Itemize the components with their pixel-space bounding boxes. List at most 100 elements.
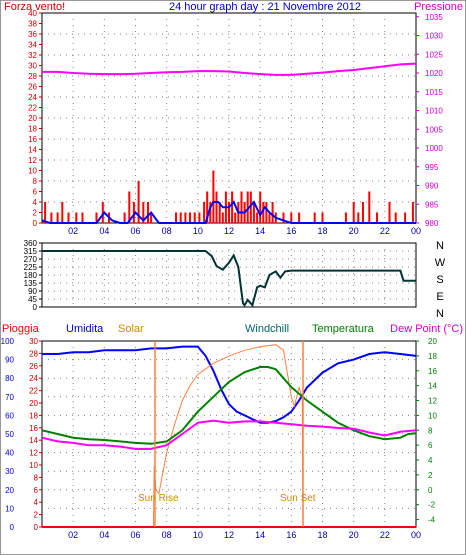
humidity-tick-label: 20 — [5, 486, 14, 495]
wind-left-tick-label: 18 — [28, 125, 37, 134]
compass-label: N — [436, 308, 444, 320]
humidity-tick-label: 30 — [5, 467, 14, 476]
wind-right-tick-label: 1025 — [425, 50, 443, 59]
x-tick-label: 10 — [193, 530, 203, 540]
weather-right-ticks: -4 -2 0 2 4 6 8 10 12 14 16 18 20 — [416, 337, 437, 525]
wind-gust-bar — [313, 212, 316, 223]
x-tick-label: 00 — [411, 226, 421, 236]
wind-gust-bar — [193, 212, 196, 223]
wind-right-tick-label: 1035 — [425, 13, 443, 22]
wind-left-tick-label: 4 — [33, 198, 38, 207]
wind-gust-bar — [212, 170, 215, 223]
wind-gust-bar — [268, 212, 271, 223]
series-line-temp — [41, 366, 417, 445]
wind-lines — [41, 62, 417, 224]
wind-gust-bar — [252, 202, 255, 223]
wind-left-tick-label: 22 — [28, 104, 37, 113]
legend-dewpoint: Dew Point (°C) — [390, 323, 463, 335]
wind-left-tick-label: 32 — [28, 51, 37, 60]
rain-tick-label: 30 — [29, 337, 38, 346]
temp-tick-label: 4 — [428, 456, 433, 465]
direction-lines — [42, 250, 416, 308]
wind-gust-bar — [357, 212, 360, 223]
wind-right-tick-label: 1015 — [425, 88, 443, 97]
humidity-tick-label: 10 — [5, 504, 14, 513]
wind-gust-bar — [95, 212, 98, 223]
temp-tick-label: 20 — [428, 337, 437, 346]
wind-right-tick-label: 1020 — [425, 69, 443, 78]
wind-left-tick-label: 24 — [28, 93, 37, 102]
humidity-tick-label: 60 — [5, 411, 14, 420]
x-tick-label: 10 — [193, 226, 203, 236]
wind-gust-bar — [128, 191, 131, 223]
wind-right-tick-label: 1010 — [425, 107, 443, 116]
wind-left-tick-label: 14 — [28, 146, 37, 155]
wind-gust-bar — [61, 202, 64, 223]
rain-tick-label: 6 — [34, 486, 39, 495]
rain-tick-label: 16 — [29, 424, 38, 433]
x-tick-label: 14 — [255, 530, 265, 540]
wind-gust-bar — [388, 202, 391, 223]
wind-gust-bar — [75, 212, 78, 223]
pressure-line — [42, 62, 417, 76]
x-tick-label: 22 — [380, 530, 390, 540]
series-line-solar — [152, 344, 304, 528]
wind-gust-bar — [228, 202, 230, 223]
rain-tick-label: 0 — [34, 523, 39, 532]
wind-left-tick-label: 30 — [28, 62, 37, 71]
rain-tick-label: 28 — [29, 349, 38, 358]
legend-solar: Solar — [118, 323, 144, 335]
x-tick-label: 04 — [99, 226, 109, 236]
temp-tick-label: 2 — [428, 471, 433, 480]
wind-left-tick-label: 26 — [28, 83, 37, 92]
wind-gust-bar — [50, 212, 53, 223]
wind-gust-bar — [203, 202, 206, 223]
x-tick-label: 20 — [349, 226, 359, 236]
temp-tick-label: 14 — [428, 382, 437, 391]
temp-tick-label: 18 — [428, 352, 437, 361]
temp-tick-label: 6 — [428, 441, 433, 450]
series-line-humidity — [42, 345, 417, 424]
legend-pioggia: Pioggia — [2, 323, 40, 335]
humidity-tick-label: 80 — [5, 374, 14, 383]
sunrise-label: Sun Rise — [138, 493, 179, 504]
x-tick-label: 02 — [68, 226, 78, 236]
wind-gust-bar — [411, 202, 414, 223]
direction-tick-label: 135 — [24, 279, 38, 288]
legend-windchill: Windchill — [245, 323, 289, 335]
direction-tick-label: 0 — [33, 303, 38, 312]
wind-left-tick-label: 36 — [28, 30, 37, 39]
temp-tick-label: 10 — [428, 411, 437, 420]
humidity-tick-label: 0 — [10, 523, 15, 532]
wind-right-tick-label: 1000 — [425, 144, 443, 153]
wind-left-tick-label: 38 — [28, 20, 37, 29]
wind-right-tick-label: 980 — [425, 219, 439, 228]
wind-left-tick-label: 2 — [33, 209, 38, 218]
wind-gust-bar — [246, 191, 249, 223]
wind-gust-bar — [240, 191, 243, 223]
rain-tick-label: 10 — [29, 461, 38, 470]
humidity-tick-label: 100 — [1, 337, 15, 346]
wind-gust-bar — [290, 212, 293, 223]
sunset-label: Sun Set — [280, 493, 316, 504]
direction-tick-label: 315 — [24, 247, 38, 256]
wind-left-tick-label: 40 — [28, 9, 37, 18]
x-tick-label: 14 — [255, 226, 265, 236]
wind-gust-bar — [249, 191, 252, 223]
x-tick-label: 20 — [349, 530, 359, 540]
wind-left-tick-label: 12 — [28, 156, 37, 165]
humidity-tick-label: 70 — [5, 393, 14, 402]
wind-left-label: Forza vento! — [4, 1, 65, 13]
rain-tick-label: 14 — [29, 436, 38, 445]
wind-gust-bar — [265, 202, 268, 223]
chart-title: 24 hour graph day : 21 Novembre 2012 — [169, 1, 361, 13]
wind-gust-bar — [231, 191, 234, 223]
wind-gust-bar — [404, 212, 407, 223]
wind-left-tick-label: 0 — [33, 219, 38, 228]
wind-gust-bar — [262, 202, 265, 223]
weather-left-ticks: 0102030405060708090100024681012141618202… — [1, 337, 42, 532]
wind-left-tick-label: 8 — [33, 177, 38, 186]
compass-label: E — [436, 291, 443, 303]
